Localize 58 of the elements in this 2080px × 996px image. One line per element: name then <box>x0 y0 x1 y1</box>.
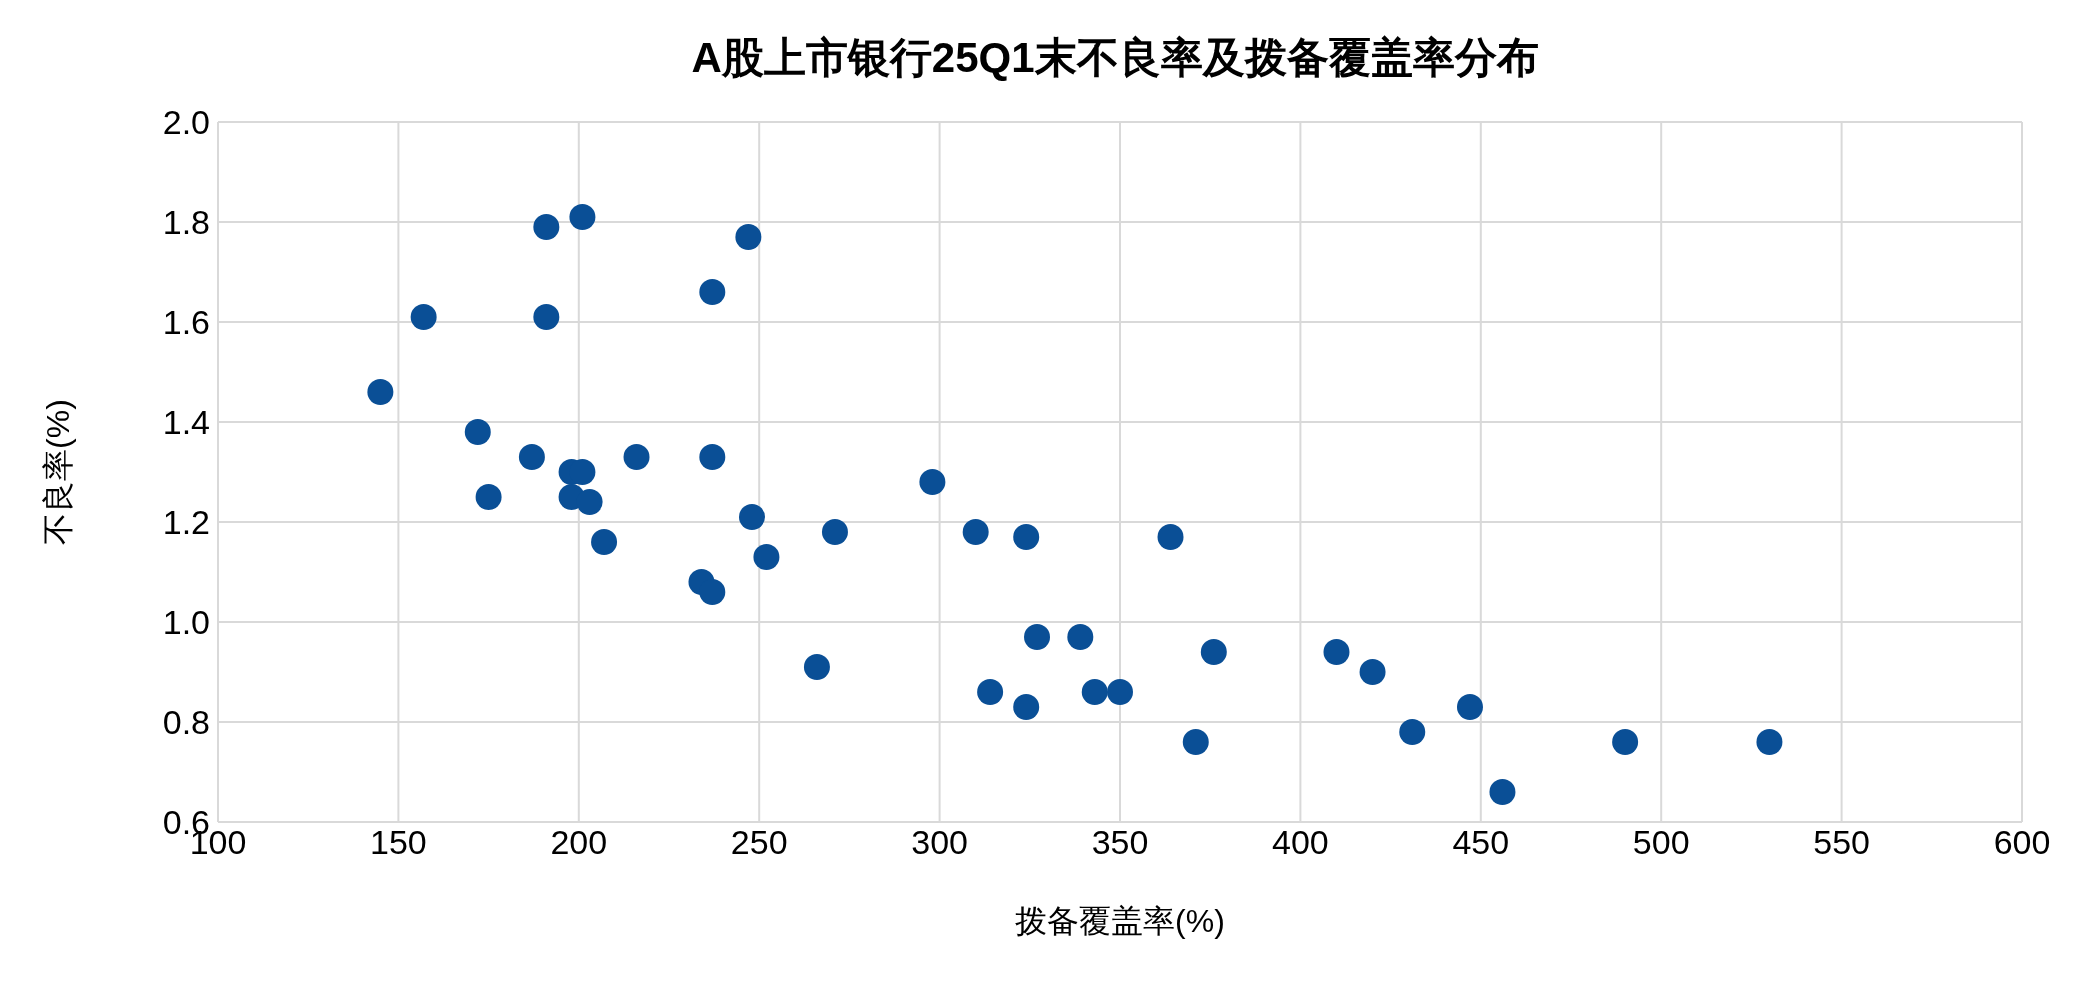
point <box>576 489 603 515</box>
x-tick-label: 400 <box>1272 823 1329 862</box>
x-tick-label: 200 <box>550 823 608 862</box>
y-axis-title: 不良率(%) <box>40 399 77 545</box>
point <box>803 654 830 680</box>
point <box>1612 729 1639 755</box>
point <box>1024 624 1051 650</box>
y-tick-label: 2.0 <box>162 103 210 142</box>
point <box>591 529 618 555</box>
point <box>410 304 437 330</box>
point <box>367 379 394 405</box>
point <box>1399 719 1426 745</box>
point <box>533 304 560 330</box>
point <box>1013 694 1040 720</box>
point <box>1489 779 1516 805</box>
point <box>1756 729 1783 755</box>
point <box>1359 659 1386 685</box>
point <box>977 679 1004 705</box>
point <box>518 444 545 470</box>
y-tick-label: 0.8 <box>162 703 210 742</box>
point <box>569 204 596 230</box>
point <box>1013 524 1040 550</box>
y-tick-label: 1.4 <box>162 403 210 442</box>
point <box>753 544 780 570</box>
point <box>699 579 726 605</box>
x-tick-label: 550 <box>1813 823 1870 862</box>
point <box>1081 679 1108 705</box>
point <box>1200 639 1227 665</box>
point <box>464 419 491 445</box>
y-tick-label: 1.8 <box>162 203 210 242</box>
point <box>699 279 726 305</box>
x-tick-label: 600 <box>1993 823 2051 862</box>
x-axis-title: 拨备覆盖率(%) <box>1015 903 1225 939</box>
x-tick-label: 150 <box>370 823 427 862</box>
y-tick-label: 1.0 <box>162 603 210 642</box>
x-tick-label: 300 <box>911 823 968 862</box>
point <box>1157 524 1184 550</box>
y-tick-label: 1.2 <box>162 503 210 542</box>
point <box>699 444 726 470</box>
x-tick-label: 250 <box>730 823 788 862</box>
x-tick-label: 450 <box>1452 823 1510 862</box>
point <box>1107 679 1133 705</box>
chart-title: A股上市银行25Q1末不良率及拨备覆盖率分布 <box>691 34 1539 81</box>
point <box>919 469 946 495</box>
point <box>533 214 560 240</box>
x-tick-label: 350 <box>1091 823 1149 862</box>
point <box>962 519 989 545</box>
point <box>738 504 765 530</box>
point <box>1182 729 1209 755</box>
point <box>735 224 762 250</box>
x-tick-label: 500 <box>1632 823 1690 862</box>
point <box>1323 639 1350 665</box>
point <box>475 484 502 510</box>
point <box>623 444 650 470</box>
point <box>1067 624 1094 650</box>
point <box>1456 694 1483 720</box>
point <box>821 519 848 545</box>
y-tick-label: 1.6 <box>162 303 210 342</box>
